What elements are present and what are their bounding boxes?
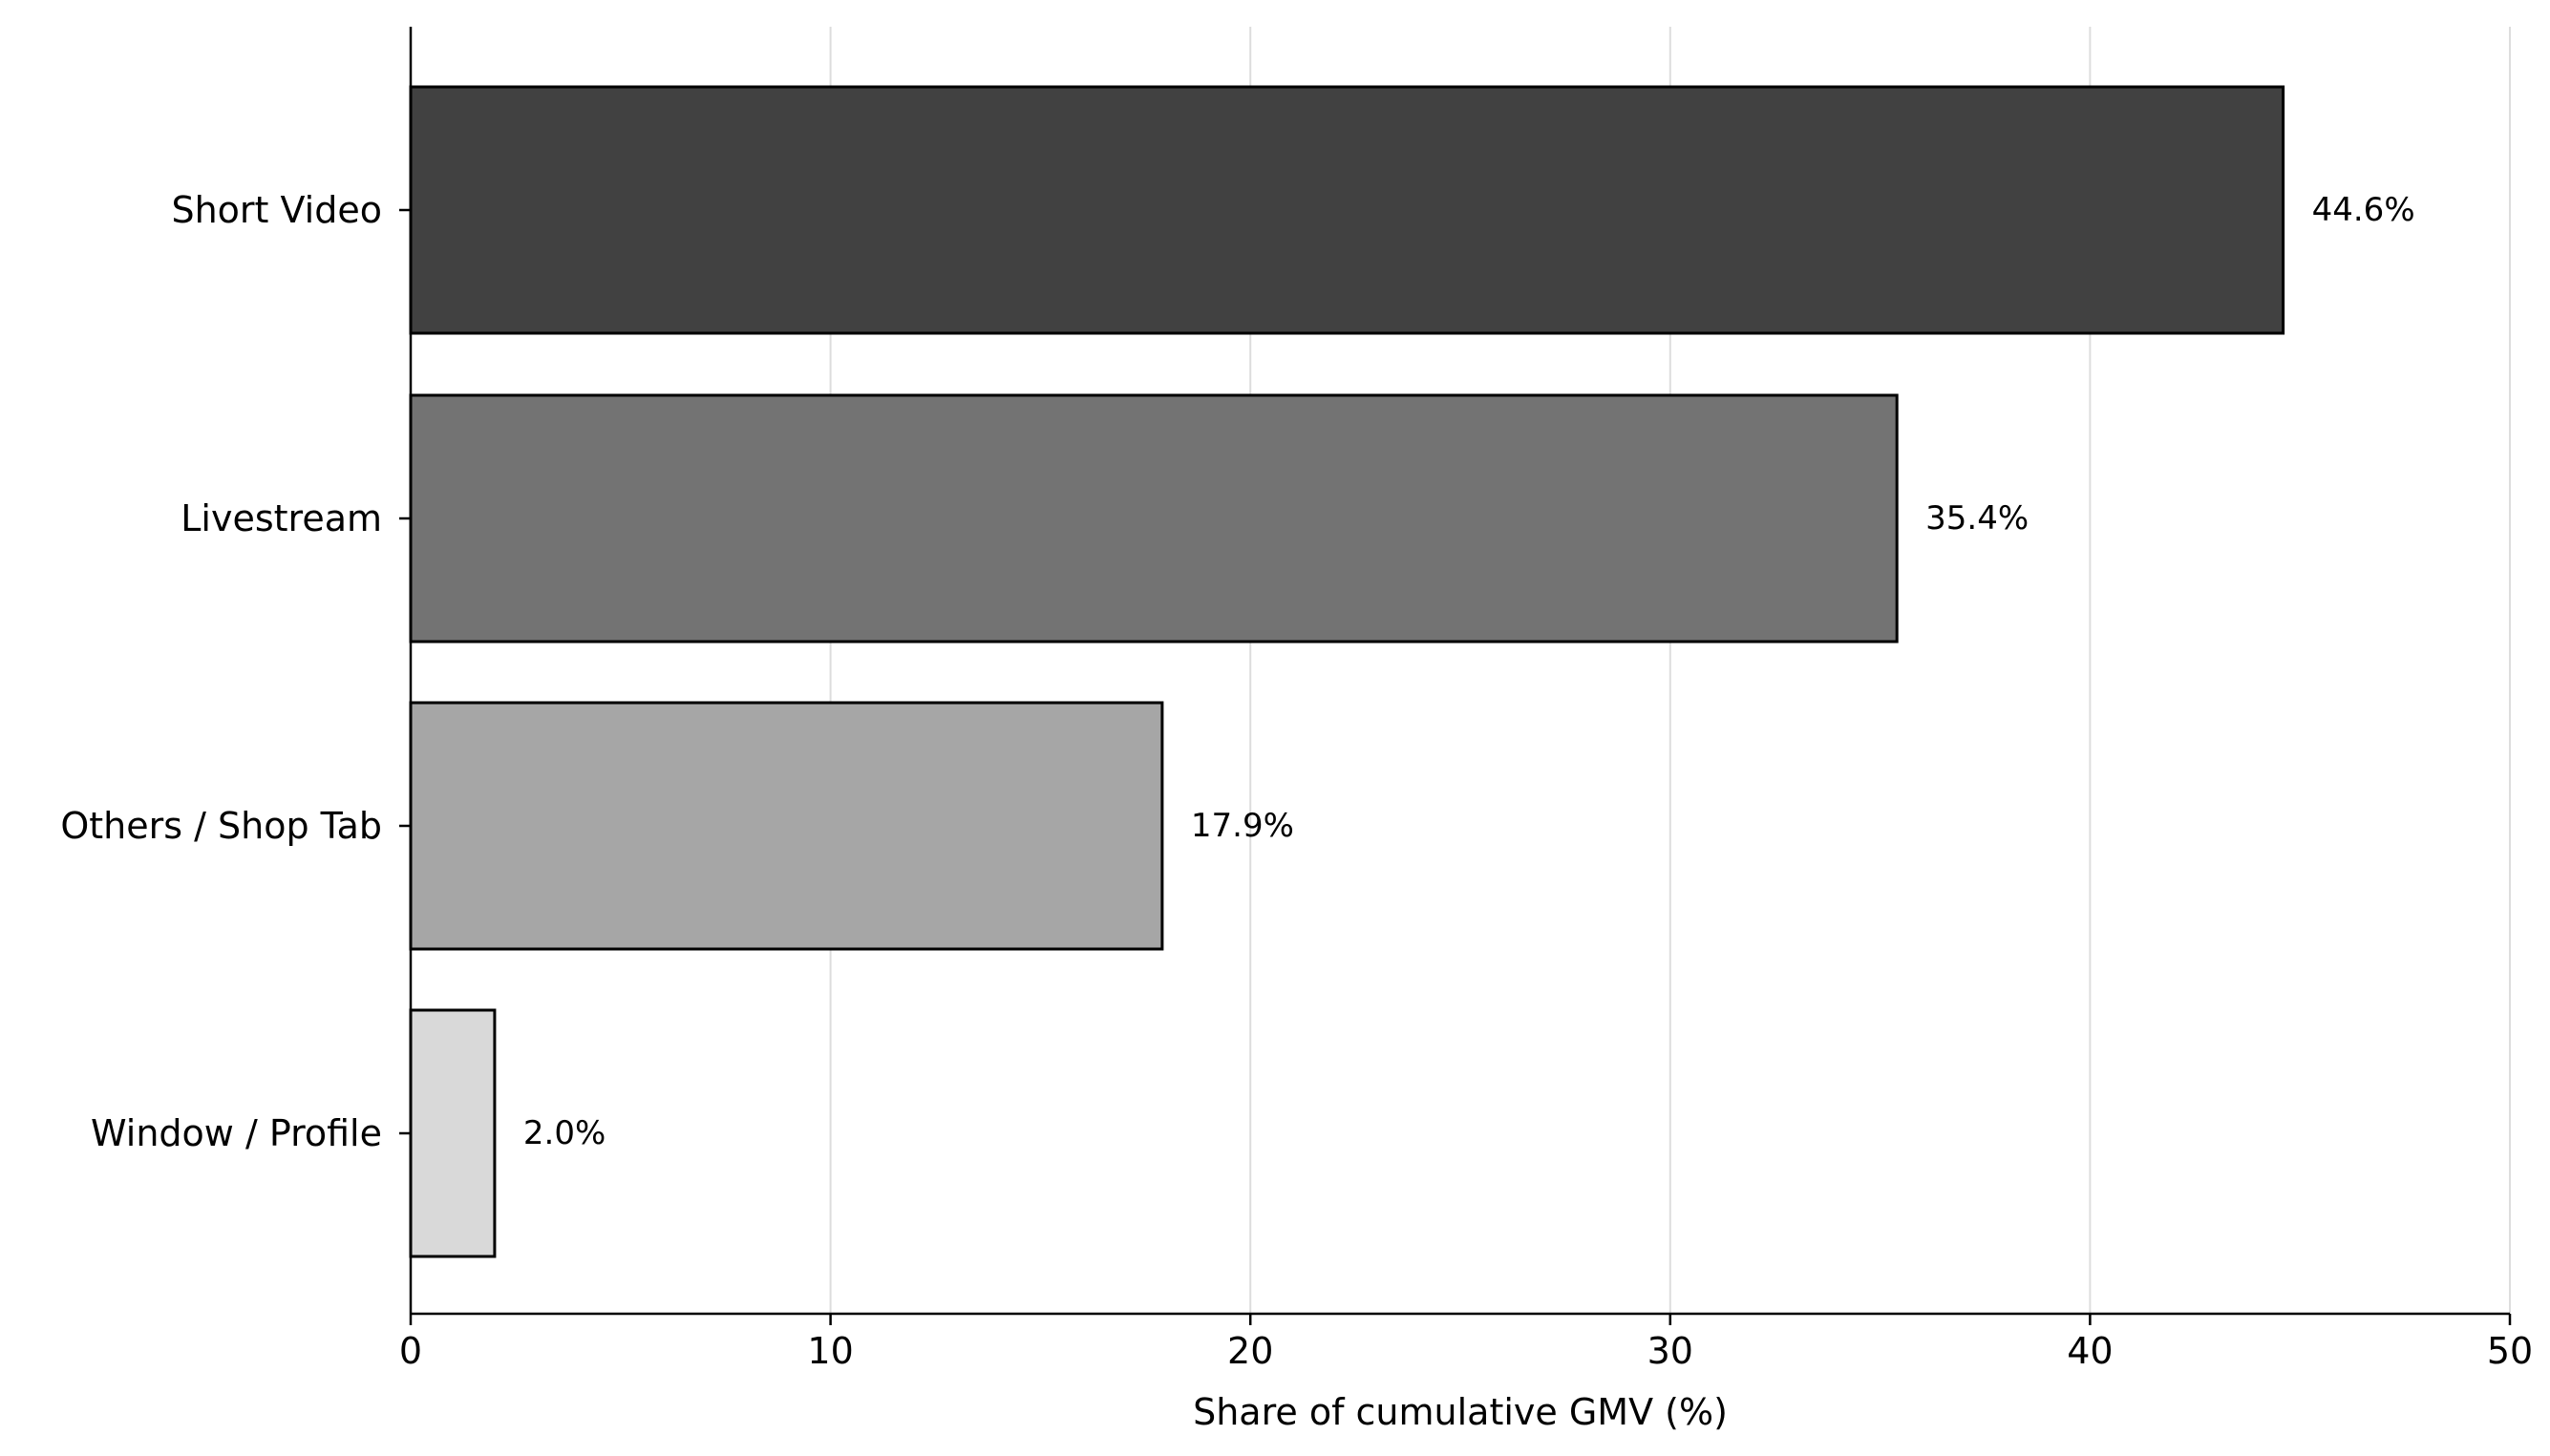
ticks: 0 10 20 30 40 50 Short Video Livestream Others /… xyxy=(60,189,2533,1372)
data-label: 2.0% xyxy=(523,1114,606,1152)
y-tick-label: Window / Profile xyxy=(91,1112,382,1154)
x-tick-label: 40 xyxy=(2067,1330,2113,1372)
bar xyxy=(409,701,1164,951)
x-tick-label: 50 xyxy=(2487,1330,2533,1372)
axes xyxy=(409,27,2510,1316)
y-tick-label: Livestream xyxy=(181,497,382,539)
x-tick-label: 10 xyxy=(807,1330,853,1372)
x-axis-title: Share of cumulative GMV (%) xyxy=(1193,1391,1728,1433)
bars: 44.6% 35.4% 17.9% 2.0% xyxy=(409,85,2415,1258)
bar xyxy=(409,393,1899,644)
data-label: 35.4% xyxy=(1925,499,2029,538)
data-label: 44.6% xyxy=(2312,191,2415,229)
bar xyxy=(409,85,2285,335)
bar xyxy=(409,1008,497,1258)
y-tick-label: Others / Shop Tab xyxy=(60,805,382,847)
x-tick-label: 20 xyxy=(1227,1330,1273,1372)
x-tick-label: 0 xyxy=(399,1330,422,1372)
y-tick-label: Short Video xyxy=(171,189,382,231)
x-tick-label: 30 xyxy=(1647,1330,1693,1372)
data-label: 17.9% xyxy=(1191,807,1294,845)
